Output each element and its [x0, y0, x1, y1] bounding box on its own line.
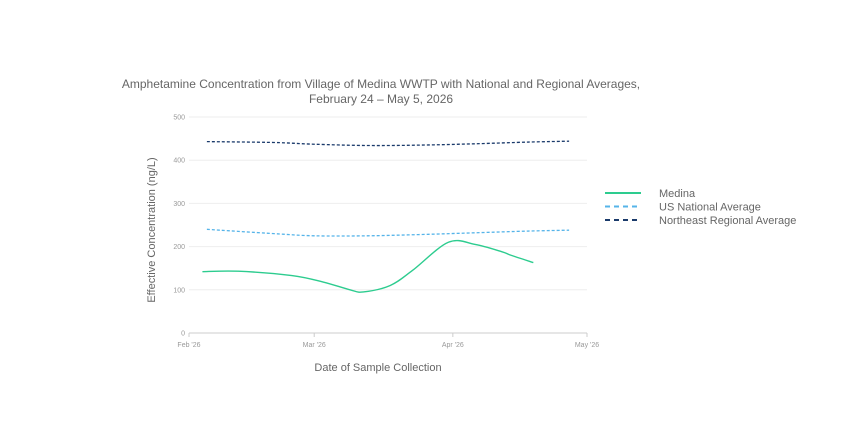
- x-axis-title: Date of Sample Collection: [314, 362, 441, 374]
- x-tick-label: Mar '26: [303, 342, 326, 349]
- series-line-medina: [202, 239, 534, 293]
- grid-lines: [189, 116, 587, 291]
- legend-label-us-national-average: US National Average: [659, 202, 761, 214]
- x-tick-label: Feb '26: [177, 342, 200, 349]
- legend-label-northeast-regional-average: Northeast Regional Average: [659, 215, 796, 227]
- y-tick-label: 200: [173, 244, 185, 251]
- y-tick-label: 500: [173, 115, 185, 122]
- chart-title-line2: February 24 – May 5, 2026: [309, 92, 453, 106]
- x-tick-label: Apr '26: [442, 342, 464, 349]
- x-tick-label: May '26: [575, 342, 599, 349]
- axes: 0 100 200 300 400 500 Feb '26 Mar '26 Apr '26 May…: [173, 115, 599, 350]
- chart-title-line1: Amphetamine Concentration from Village o…: [122, 77, 640, 91]
- y-axis-title: Effective Concentration (ng/L): [146, 157, 158, 302]
- y-tick-label: 300: [173, 201, 185, 208]
- y-tick-label: 100: [173, 287, 185, 294]
- series-line-us-national-average: [206, 228, 570, 237]
- y-tick-label: 0: [181, 331, 185, 338]
- y-tick-label: 400: [173, 158, 185, 165]
- series-line-northeast-regional-average: [206, 140, 570, 147]
- legend-label-medina: Medina: [659, 188, 696, 200]
- series-lines: [202, 140, 570, 293]
